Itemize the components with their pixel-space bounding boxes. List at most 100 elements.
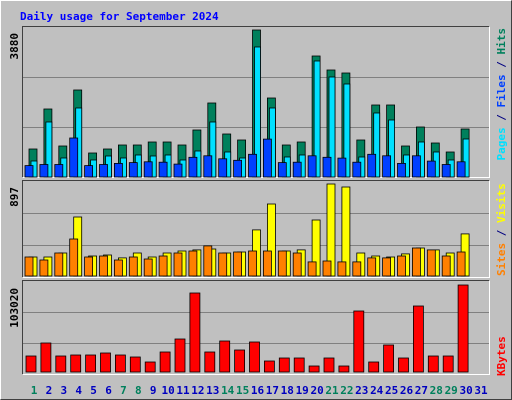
bar [40,342,52,373]
bar [39,164,49,178]
legend: Sites / Visits [495,183,508,276]
bar [159,351,171,373]
bar [70,354,82,373]
bar [277,250,287,277]
bar [307,155,317,178]
bar [85,354,96,373]
legend-separator: / [495,108,508,128]
x-tick-label: 3 [60,384,67,397]
x-tick-label: 13 [206,384,219,397]
bar [343,83,351,178]
bar [233,251,243,277]
legend: Pages / Files / Hits [495,28,508,161]
bar [322,156,332,178]
bar [248,153,257,178]
bar [174,338,186,373]
bar [313,60,321,178]
bar [382,155,392,178]
bar [209,121,217,178]
bar [254,46,261,178]
panel-bevel-light [22,280,490,375]
bar [368,361,380,373]
bar [143,161,153,178]
x-tick-label: 18 [281,384,294,397]
panel-bevel-light [22,180,490,278]
bar [278,357,290,373]
bar [373,112,381,178]
bar [129,356,141,373]
x-tick-label: 31 [474,384,488,397]
x-tick-label: 26 [400,384,414,397]
bar [249,341,260,373]
bar [352,261,362,277]
x-tick-label: 1 [31,384,38,397]
bar [99,164,108,178]
bar [442,355,454,373]
panel-bevel-dark [22,280,490,375]
bar [398,357,409,373]
x-tick-label: 4 [75,384,82,397]
bar [173,163,183,178]
bar [397,255,406,277]
bar [426,160,436,178]
bar [24,165,34,178]
bar [203,245,213,277]
x-tick-label: 25 [385,384,398,397]
bar [100,352,111,373]
x-tick-label: 28 [430,384,443,397]
bar [397,162,406,178]
bar [367,257,377,277]
bar [427,355,439,373]
bar [218,158,228,178]
bar [188,250,198,277]
bar [54,252,64,277]
bar [158,161,168,178]
bar [188,156,198,178]
bar [383,344,395,373]
bar [114,162,123,178]
bar [262,250,272,277]
bar [308,365,320,373]
bar [338,365,350,373]
bar [411,155,421,178]
bar [292,252,302,277]
bar [412,305,424,373]
bar [411,247,421,277]
bar [189,292,201,373]
bar [277,162,287,178]
legend-separator: / [495,223,508,243]
x-tick-label: 27 [415,384,428,397]
bar [158,255,168,277]
legend-entry: Visits [495,183,508,223]
bar [457,284,469,373]
bar [219,340,231,373]
x-tick-label: 12 [191,384,204,397]
legend-entry: Hits [495,28,508,55]
chart-title: Daily usage for September 2024 [20,10,219,23]
bar [69,238,79,277]
x-tick-label: 24 [370,384,384,397]
x-tick-label: 11 [176,384,190,397]
y-tick-label: 897 [8,187,21,207]
bar [114,259,123,277]
legend-entry: Pages [495,127,508,160]
x-tick-label: 2 [46,384,53,397]
bar [69,137,79,178]
bar [39,259,49,277]
bar [262,138,272,178]
bar [456,251,466,277]
panel-bevel-dark [22,26,490,178]
x-tick-label: 14 [221,384,235,397]
bar [115,354,126,373]
bar [128,256,138,277]
y-tick-label: 103020 [8,288,21,328]
bar [462,138,470,178]
bar [307,261,317,277]
panel-bevel-light [22,26,490,178]
bar [367,153,377,178]
x-tick-label: 30 [459,384,472,397]
bar [248,250,257,277]
bar [45,121,53,178]
bar [293,357,305,373]
